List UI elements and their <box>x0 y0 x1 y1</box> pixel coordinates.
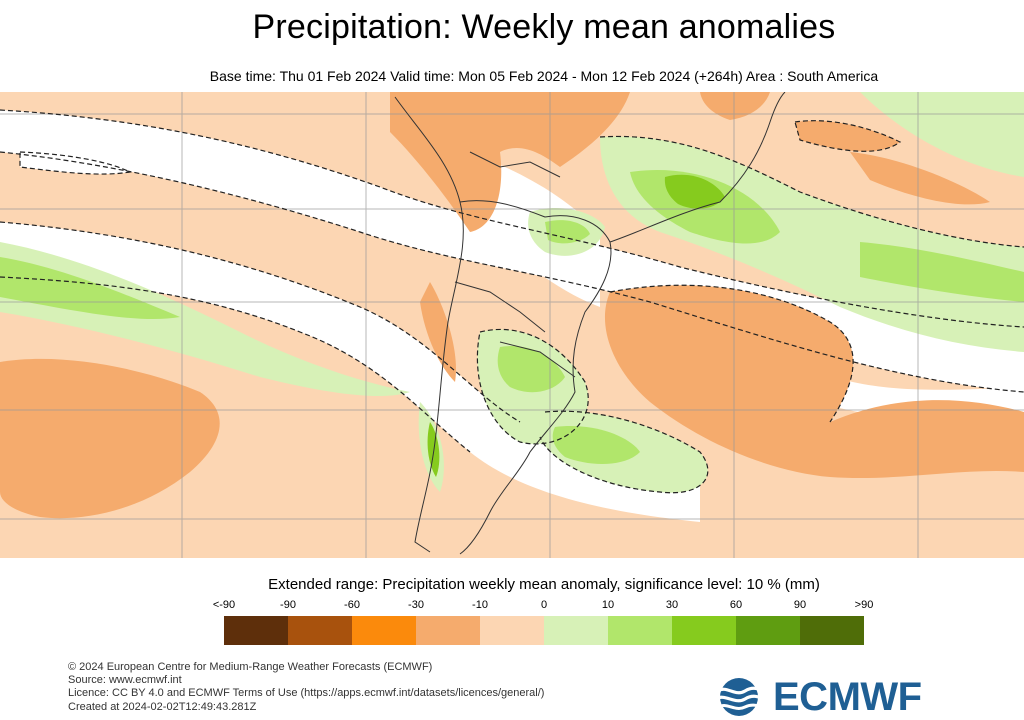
legend-labels: <-90 -90 -60 -30 -10 0 10 30 60 90 >90 <box>213 599 874 613</box>
legend-swatch <box>608 616 672 645</box>
legend-swatch <box>352 616 416 645</box>
legend-tick-label: >90 <box>854 599 874 611</box>
dry-anomaly-areas <box>0 92 1024 519</box>
legend-swatch <box>288 616 352 645</box>
legend-tick-label: 0 <box>540 599 548 611</box>
legend-swatch <box>672 616 736 645</box>
legend-tick-label: 60 <box>729 599 743 611</box>
significance-contours <box>0 109 1024 494</box>
footer-source: Source: www.ecmwf.int <box>68 674 182 687</box>
legend-tick-label: -60 <box>344 599 360 611</box>
anomaly-map <box>0 92 1024 558</box>
map-subtitle: Base time: Thu 01 Feb 2024 Valid time: M… <box>209 68 879 84</box>
footer-created: Created at 2024-02-02T12:49:43.281Z <box>68 700 257 713</box>
legend-tick-label: -10 <box>472 599 488 611</box>
legend-title: Extended range: Precipitation weekly mea… <box>268 576 820 593</box>
legend-tick-label: 30 <box>665 599 679 611</box>
legend-tick-label: 90 <box>793 599 807 611</box>
ecmwf-logo: ECMWF <box>709 674 922 720</box>
legend-swatch <box>416 616 480 645</box>
footer-licence: Licence: CC BY 4.0 and ECMWF Terms of Us… <box>68 687 545 700</box>
page-title: Precipitation: Weekly mean anomalies <box>252 8 836 46</box>
legend-tick-label: <-90 <box>212 599 236 611</box>
legend-swatch <box>544 616 608 645</box>
legend-tick-label: -90 <box>280 599 296 611</box>
footer-credits: © 2024 European Centre for Medium-Range … <box>68 661 544 714</box>
legend-swatch <box>800 616 864 645</box>
ecmwf-logo-text: ECMWF <box>773 674 922 719</box>
legend-tick-label: -30 <box>408 599 424 611</box>
legend-swatch <box>736 616 800 645</box>
footer-copyright: © 2024 European Centre for Medium-Range … <box>68 661 433 673</box>
map-gridlines <box>0 92 1024 558</box>
legend-tick-label: 10 <box>601 599 615 611</box>
legend-swatch <box>224 616 288 645</box>
legend-swatch <box>480 616 544 645</box>
ecmwf-emblem-icon <box>714 678 765 716</box>
legend-color-bar <box>224 616 864 645</box>
coastlines <box>394 92 786 555</box>
